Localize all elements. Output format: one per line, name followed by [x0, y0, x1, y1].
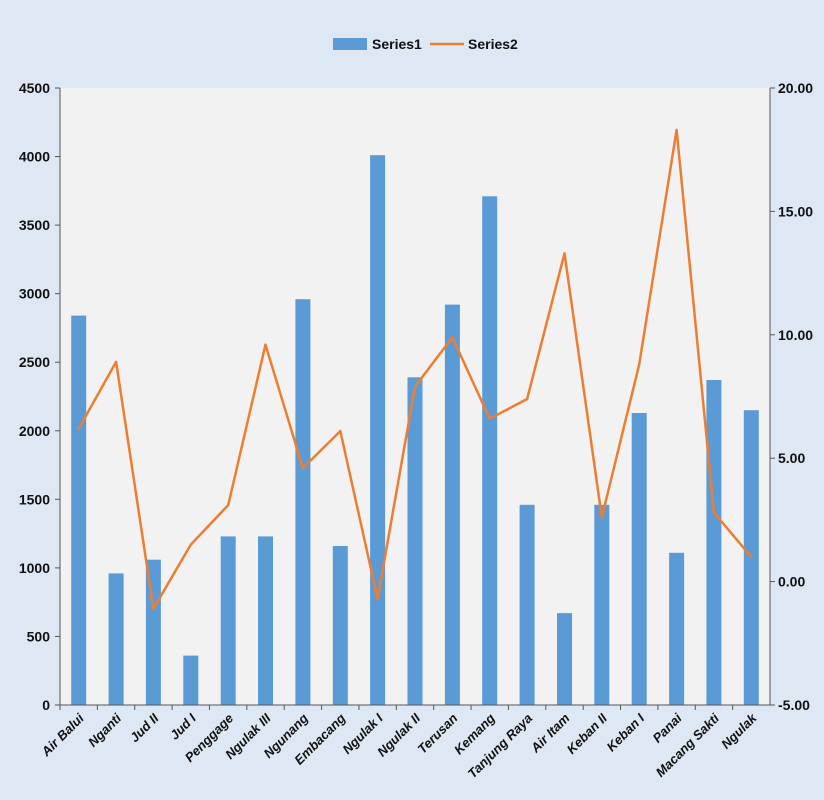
- left-tick-label: 2000: [19, 423, 50, 439]
- line-point-3: [152, 607, 155, 610]
- bar-12: [482, 196, 498, 706]
- line-point-15: [600, 516, 603, 519]
- line-point-12: [488, 417, 491, 420]
- right-axis-tick-labels: -5.00 0.00 5.00 10.00 15.00 20.00: [770, 80, 813, 713]
- right-tick-label: 20.00: [778, 80, 813, 96]
- right-tick-label: 5.00: [778, 450, 805, 466]
- line-point-14: [563, 252, 566, 255]
- left-tick-label: 3500: [19, 217, 50, 233]
- bar-10: [407, 377, 423, 705]
- bar-13: [519, 504, 535, 705]
- x-tick-label: Keban I: [604, 710, 648, 754]
- line-point-7: [301, 466, 305, 470]
- bar-17: [669, 552, 685, 705]
- x-tick-label: Ngulak: [718, 710, 760, 752]
- bar-5: [220, 536, 236, 705]
- line-point-13: [525, 397, 529, 401]
- bar-18: [706, 380, 722, 705]
- line-point-9: [376, 597, 379, 601]
- line-point-18: [712, 511, 716, 514]
- bar-7: [295, 299, 311, 705]
- line-point-16: [638, 363, 641, 366]
- line-point-6: [264, 343, 267, 346]
- bar-series-group: [71, 155, 759, 706]
- line-point-5: [227, 503, 230, 507]
- x-tick-label: Panai: [650, 710, 685, 745]
- left-tick-label: 3000: [19, 286, 50, 302]
- bar-4: [183, 655, 199, 705]
- bar-2: [108, 573, 124, 705]
- x-tick-label: Tanjung Raya: [465, 711, 536, 782]
- line-point-11: [451, 336, 454, 339]
- left-tick-label: 2500: [19, 354, 50, 370]
- left-tick-label: 0: [42, 697, 50, 713]
- right-tick-label: -5.00: [778, 697, 810, 713]
- left-tick-label: 1500: [19, 491, 50, 507]
- right-tick-label: 0.00: [778, 574, 805, 590]
- left-tick-label: 4500: [19, 80, 50, 96]
- legend-swatch-series1: [333, 38, 367, 50]
- line-point-19: [750, 555, 753, 559]
- bar-16: [631, 413, 647, 705]
- bar-9: [370, 155, 386, 705]
- left-axis-tick-labels: 0 500 1000 1500 2000 2500 3000 3500 4000 4500: [19, 80, 60, 713]
- x-tick-label: Jud II: [127, 710, 162, 745]
- bar-11: [444, 304, 460, 705]
- bar-15: [594, 504, 610, 705]
- x-tick-label: Air Balui: [38, 710, 87, 759]
- line-point-2: [114, 360, 118, 364]
- bar-14: [557, 613, 572, 705]
- line-point-4: [189, 543, 192, 546]
- left-tick-label: 4000: [19, 149, 50, 165]
- line-point-10: [413, 385, 417, 388]
- legend-label-series2: Series2: [468, 36, 518, 52]
- x-tick-label: Nganti: [85, 710, 124, 749]
- bar-6: [258, 536, 273, 705]
- line-point-1: [77, 427, 80, 430]
- x-tick-label: Jud I: [167, 710, 199, 742]
- left-tick-label: 500: [27, 628, 51, 644]
- bar-3: [145, 559, 161, 705]
- line-point-8: [339, 429, 342, 433]
- left-tick-label: 1000: [19, 560, 50, 576]
- right-tick-label: 15.00: [778, 203, 813, 219]
- legend-label-series1: Series1: [372, 36, 422, 52]
- bar-8: [332, 546, 348, 705]
- line-point-17: [675, 128, 678, 132]
- bar-1: [71, 315, 87, 705]
- axes-group: [59, 88, 771, 706]
- line-series-group: [77, 128, 753, 610]
- legend: Series1 Series2: [333, 36, 518, 52]
- x-tick-label: Keban II: [564, 710, 611, 757]
- right-tick-label: 10.00: [778, 327, 813, 343]
